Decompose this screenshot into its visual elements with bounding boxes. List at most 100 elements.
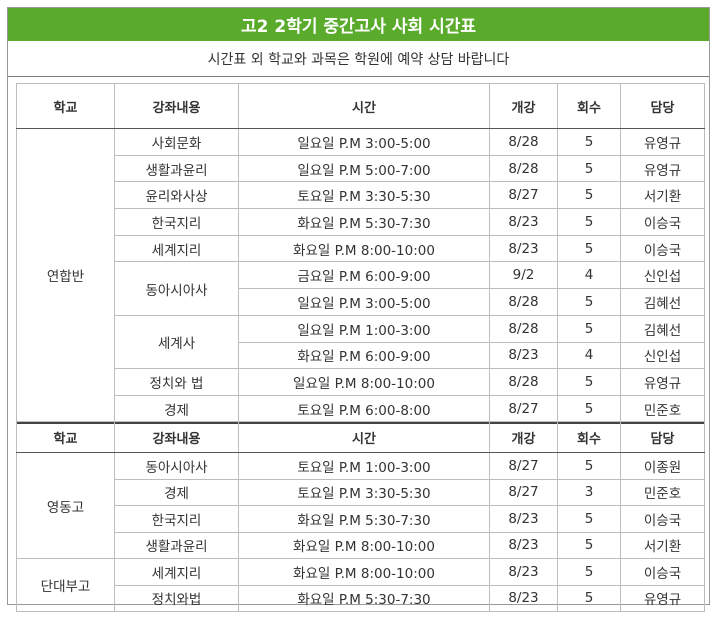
teacher-cell: 서기환	[620, 181, 705, 210]
teacher-cell: 민준호	[620, 478, 705, 506]
start-cell: 8/27	[489, 181, 558, 210]
school-cell: 단대부고	[16, 558, 115, 612]
teacher-cell: 유영규	[620, 128, 705, 156]
start-cell: 8/28	[489, 314, 558, 343]
time-cell: 일요일 P.M 5:00-7:00	[238, 154, 490, 183]
header-teacher: 담당	[620, 421, 705, 453]
sessions-cell: 5	[557, 314, 621, 343]
course-cell: 정치와법	[114, 584, 239, 612]
sessions-cell: 3	[557, 478, 621, 506]
table-row: 연합반 사회문화 일요일 P.M 3:00-5:00 8/28 5 유영규	[16, 127, 705, 424]
start-cell: 8/23	[489, 584, 558, 612]
time-cell: 화요일 P.M 8:00-10:00	[238, 531, 490, 559]
time-cell: 화요일 P.M 6:00-9:00	[238, 341, 490, 370]
time-cell: 화요일 P.M 5:30-7:30	[238, 584, 490, 612]
course-cell: 세계지리	[114, 558, 239, 586]
start-cell: 8/23	[489, 341, 558, 370]
time-cell: 화요일 P.M 5:30-7:30	[238, 505, 490, 533]
time-cell: 토요일 P.M 6:00-8:00	[238, 394, 490, 424]
teacher-cell: 유영규	[620, 368, 705, 396]
time-cell: 일요일 P.M 1:00-3:00	[238, 314, 490, 343]
time-cell: 화요일 P.M 8:00-10:00	[238, 558, 490, 586]
sessions-cell: 5	[557, 368, 621, 396]
header-school: 학교	[16, 83, 115, 129]
course-cell: 경제	[114, 394, 239, 424]
table-row: 일요일 P.M 3:00-5:00 8/28 5 김혜선	[17, 288, 705, 316]
sessions-cell: 5	[557, 452, 621, 480]
course-cell: 한국지리	[114, 208, 239, 236]
time-cell: 화요일 P.M 8:00-10:00	[238, 234, 490, 263]
course-cell: 생활과윤리	[114, 531, 239, 559]
teacher-cell: 이승국	[620, 558, 705, 586]
teacher-cell: 이승국	[620, 208, 705, 236]
teacher-cell: 유영규	[620, 584, 705, 612]
notice-text: 시간표 외 학교와 과목은 학원에 예약 상담 바랍니다	[8, 41, 709, 77]
teacher-cell: 서기환	[620, 531, 705, 559]
sessions-cell: 5	[557, 288, 621, 316]
header-course: 강좌내용	[114, 421, 239, 453]
header-time: 시간	[238, 83, 490, 129]
page-title: 고2 2학기 중간고사 사회 시간표	[8, 8, 709, 41]
start-cell: 8/23	[489, 234, 558, 263]
table-row: 세계지리 화요일 P.M 8:00-10:00 8/23 5 이승국	[17, 234, 705, 263]
sessions-cell: 5	[557, 394, 621, 424]
start-cell: 8/28	[489, 154, 558, 183]
course-cell: 경제	[114, 478, 239, 506]
course-cell: 정치와 법	[114, 368, 239, 396]
course-cell: 동아시아사	[114, 261, 239, 316]
school-cell: 영동고	[16, 452, 115, 559]
course-cell: 세계사	[114, 314, 239, 370]
start-cell: 9/2	[489, 261, 558, 290]
header-time: 시간	[238, 421, 490, 453]
table-header-row: 학교 강좌내용 시간 개강 회수 담당	[16, 83, 705, 129]
sessions-cell: 4	[557, 261, 621, 290]
time-cell: 토요일 P.M 1:00-3:00	[238, 452, 490, 480]
sessions-cell: 5	[557, 584, 621, 612]
table-row: 생활과윤리 일요일 P.M 5:00-7:00 8/28 5 유영규	[17, 154, 705, 183]
header-sessions: 회수	[557, 421, 621, 453]
table-row: 단대부고 세계지리 화요일 P.M 8:00-10:00 8/23 5 이승국	[16, 558, 705, 612]
start-cell: 8/28	[489, 128, 558, 156]
table-row: 생활과윤리 화요일 P.M 8:00-10:00 8/23 5 서기환	[17, 531, 705, 559]
header-start: 개강	[489, 421, 558, 453]
time-cell: 일요일 P.M 3:00-5:00	[238, 288, 490, 316]
start-cell: 8/23	[489, 531, 558, 559]
table-row: 한국지리 화요일 P.M 5:30-7:30 8/23 5 이승국	[17, 505, 705, 533]
sessions-cell: 5	[557, 531, 621, 559]
course-cell: 윤리와사상	[114, 181, 239, 210]
schedule-frame: 고2 2학기 중간고사 사회 시간표 시간표 외 학교와 과목은 학원에 예약 …	[7, 7, 710, 612]
teacher-cell: 신인섭	[620, 261, 705, 290]
schedule-table-combined: 학교 강좌내용 시간 개강 회수 담당 연합반 사회문화 일요일 P.M 3:0…	[16, 83, 705, 424]
table-row: 화요일 P.M 6:00-9:00 8/23 4 신인섭	[17, 341, 705, 370]
sessions-cell: 5	[557, 208, 621, 236]
teacher-cell: 신인섭	[620, 341, 705, 370]
table-row: 정치와 법 일요일 P.M 8:00-10:00 8/28 5 유영규	[17, 368, 705, 396]
start-cell: 8/23	[489, 505, 558, 533]
time-cell: 금요일 P.M 6:00-9:00	[238, 261, 490, 290]
table-row: 세계사 일요일 P.M 1:00-3:00 8/28 5 김혜선	[17, 314, 705, 370]
table-row: 동아시아사 금요일 P.M 6:00-9:00 9/2 4 신인섭	[17, 261, 705, 316]
sessions-cell: 4	[557, 341, 621, 370]
teacher-cell: 이승국	[620, 505, 705, 533]
header-course: 강좌내용	[114, 83, 239, 129]
sessions-cell: 5	[557, 128, 621, 156]
teacher-cell: 이종원	[620, 452, 705, 480]
course-cell: 사회문화	[114, 128, 239, 156]
header-school: 학교	[16, 421, 115, 453]
teacher-cell: 유영규	[620, 154, 705, 183]
header-teacher: 담당	[620, 83, 705, 129]
teacher-cell: 김혜선	[620, 314, 705, 343]
start-cell: 8/27	[489, 394, 558, 424]
sessions-cell: 5	[557, 558, 621, 586]
time-cell: 일요일 P.M 3:00-5:00	[238, 128, 490, 156]
start-cell: 8/23	[489, 208, 558, 236]
schedule-table-schools: 학교 강좌내용 시간 개강 회수 담당 영동고 동아시아사 토요일 P.M 1:…	[16, 421, 705, 612]
table-header-row: 학교 강좌내용 시간 개강 회수 담당	[16, 421, 705, 453]
header-sessions: 회수	[557, 83, 621, 129]
time-cell: 토요일 P.M 3:30-5:30	[238, 478, 490, 506]
table-row: 윤리와사상 토요일 P.M 3:30-5:30 8/27 5 서기환	[17, 181, 705, 210]
start-cell: 8/27	[489, 478, 558, 506]
sessions-cell: 5	[557, 154, 621, 183]
course-cell: 동아시아사	[114, 452, 239, 480]
start-cell: 8/27	[489, 452, 558, 480]
